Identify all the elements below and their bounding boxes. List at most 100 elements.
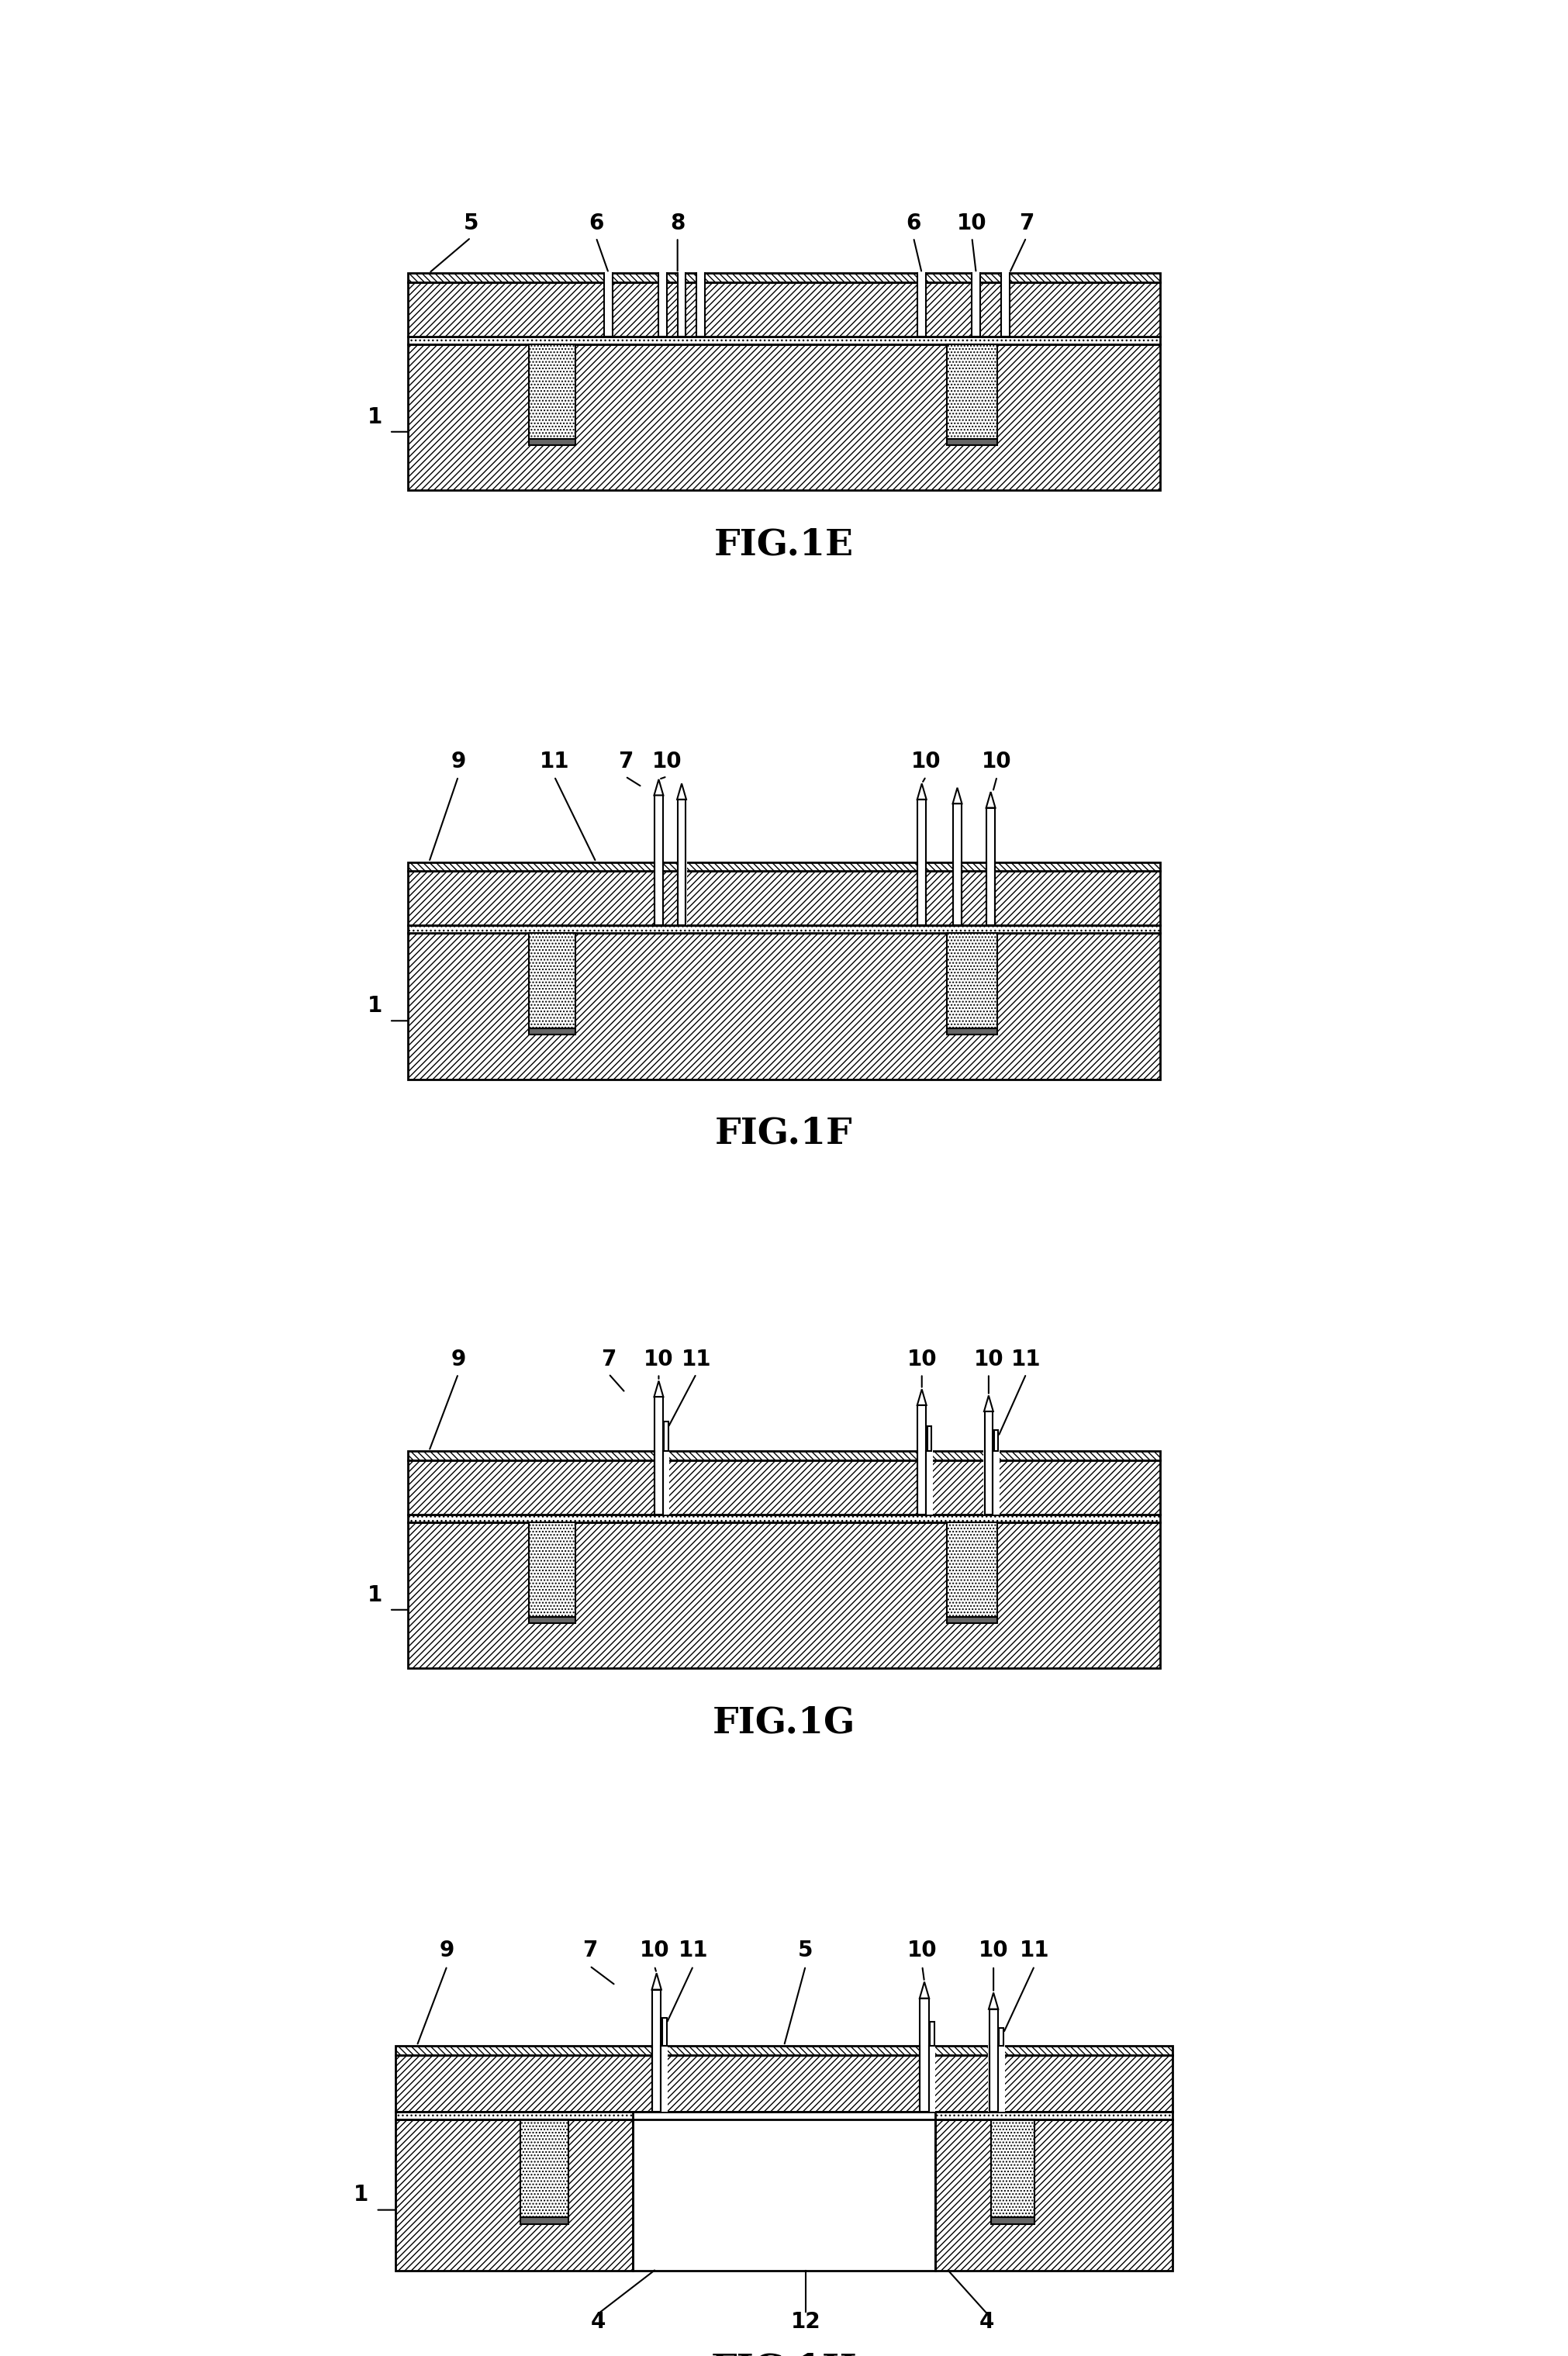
Text: 6: 6 <box>906 212 920 233</box>
Bar <box>408 1451 1160 1461</box>
Text: 5: 5 <box>798 1939 814 1963</box>
Bar <box>651 2043 668 2111</box>
Bar <box>947 438 997 445</box>
Text: 1: 1 <box>353 2184 368 2205</box>
Bar <box>927 1425 931 1451</box>
Bar <box>521 2120 568 2217</box>
Text: 11: 11 <box>679 1939 709 1963</box>
Text: 10: 10 <box>652 752 682 773</box>
Bar <box>530 1616 575 1623</box>
Text: 5: 5 <box>463 212 478 233</box>
Bar <box>986 808 996 926</box>
Bar <box>917 1449 933 1515</box>
Text: 11: 11 <box>1011 1348 1041 1371</box>
Bar <box>665 1423 668 1451</box>
Text: 10: 10 <box>978 1939 1008 1963</box>
Bar <box>999 2029 1004 2045</box>
Bar <box>652 1988 660 2111</box>
Bar <box>659 271 666 337</box>
Text: 11: 11 <box>682 1348 712 1371</box>
Text: 11: 11 <box>539 752 569 773</box>
Text: 10: 10 <box>640 1939 670 1963</box>
Polygon shape <box>654 1381 663 1397</box>
Bar <box>696 271 704 337</box>
Text: 11: 11 <box>1019 1939 1049 1963</box>
Text: 9: 9 <box>439 1939 455 1963</box>
Bar <box>521 2217 568 2224</box>
Bar <box>408 872 1160 926</box>
Bar <box>953 803 961 926</box>
Bar <box>395 2045 1173 2054</box>
Bar <box>408 933 1160 1079</box>
Bar <box>677 799 685 926</box>
Text: 7: 7 <box>601 1348 616 1371</box>
Bar <box>408 337 1160 344</box>
Bar <box>986 860 996 926</box>
Bar <box>1002 271 1010 337</box>
Text: 7: 7 <box>1019 212 1033 233</box>
Bar <box>677 271 685 337</box>
Text: 8: 8 <box>670 212 685 233</box>
Text: 6: 6 <box>588 212 604 233</box>
Text: FIG.1G: FIG.1G <box>712 1706 856 1741</box>
Polygon shape <box>677 785 687 799</box>
Bar <box>530 1522 575 1616</box>
Polygon shape <box>953 787 961 803</box>
Polygon shape <box>989 1993 999 2010</box>
Text: 7: 7 <box>582 1939 597 1963</box>
Bar <box>530 438 575 445</box>
Bar <box>604 271 613 337</box>
Bar <box>654 1449 670 1515</box>
Text: 10: 10 <box>956 212 986 233</box>
Bar <box>917 1404 927 1515</box>
Text: FIG.1H: FIG.1H <box>710 2351 858 2356</box>
Bar <box>408 344 1160 490</box>
Bar <box>947 344 997 438</box>
Bar <box>917 860 927 926</box>
Bar <box>408 1522 1160 1668</box>
Polygon shape <box>919 1981 930 1998</box>
Text: 10: 10 <box>908 1939 938 1963</box>
Bar <box>972 271 980 337</box>
Text: 10: 10 <box>906 1348 936 1371</box>
Bar <box>991 2217 1035 2224</box>
Bar <box>530 344 575 438</box>
Text: 9: 9 <box>450 752 466 773</box>
Bar <box>988 2043 1005 2111</box>
Polygon shape <box>985 1395 993 1411</box>
Polygon shape <box>917 1390 927 1404</box>
Text: 9: 9 <box>450 1348 466 1371</box>
Text: 12: 12 <box>790 2311 820 2332</box>
Polygon shape <box>654 780 663 796</box>
Bar <box>395 2120 633 2271</box>
Bar <box>408 1461 1160 1515</box>
Bar <box>947 1616 997 1623</box>
Bar <box>408 1515 1160 1522</box>
Text: 1: 1 <box>367 1583 383 1607</box>
Bar <box>994 1430 999 1451</box>
Bar <box>654 860 663 926</box>
Text: 10: 10 <box>911 752 941 773</box>
Text: FIG.1F: FIG.1F <box>715 1117 853 1152</box>
Bar <box>662 2017 666 2045</box>
Bar <box>947 1522 997 1616</box>
Bar <box>654 796 663 926</box>
Polygon shape <box>652 1974 662 1988</box>
Bar <box>408 862 1160 872</box>
Bar <box>395 2054 1173 2111</box>
Bar <box>919 2043 936 2111</box>
Polygon shape <box>986 792 996 808</box>
Bar <box>947 933 997 1027</box>
Text: 10: 10 <box>974 1348 1004 1371</box>
Text: 1: 1 <box>367 994 383 1018</box>
Bar <box>530 1027 575 1034</box>
Bar <box>989 2010 997 2111</box>
Text: 7: 7 <box>618 752 633 773</box>
Polygon shape <box>917 785 927 799</box>
Bar <box>917 271 927 337</box>
Bar <box>983 1449 999 1515</box>
Bar <box>991 2120 1035 2217</box>
Text: 10: 10 <box>982 752 1011 773</box>
Text: 10: 10 <box>644 1348 674 1371</box>
Bar <box>920 1998 928 2111</box>
